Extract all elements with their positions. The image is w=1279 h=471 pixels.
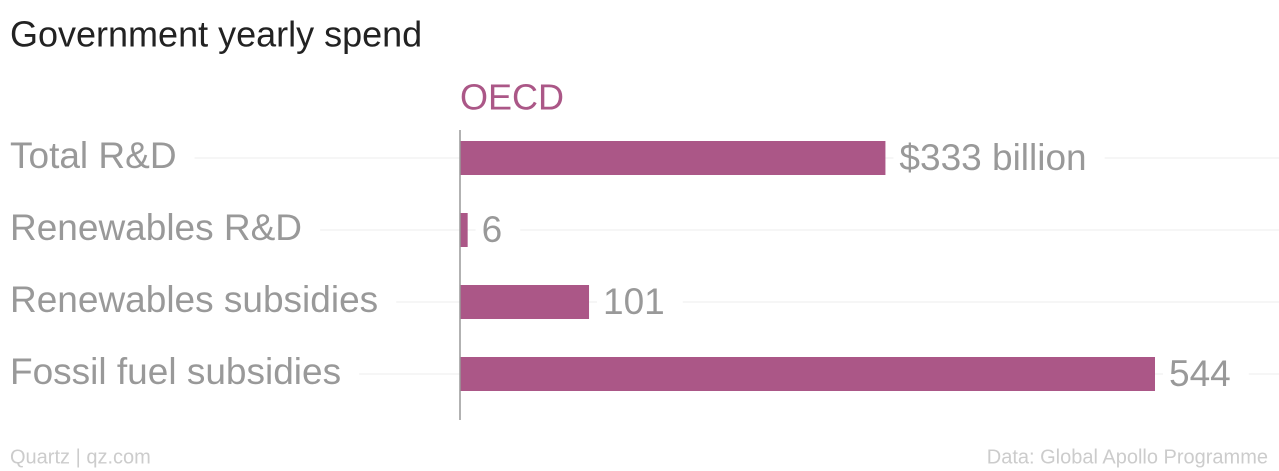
label-background <box>475 210 521 250</box>
footer-data: Data: Global Apollo Programme <box>987 446 1268 468</box>
value-label: 6 <box>482 209 503 250</box>
bar <box>460 213 468 247</box>
y-tick-label: Fossil fuel subsidies <box>10 351 341 392</box>
value-label: 544 <box>1169 353 1231 394</box>
y-tick-label: Total R&D <box>10 135 177 176</box>
series-label: OECD <box>460 77 564 118</box>
value-label: 101 <box>603 281 665 322</box>
label-background <box>597 282 683 322</box>
y-tick-label: Renewables R&D <box>10 207 302 248</box>
label-background <box>1163 354 1249 394</box>
footer-source: Quartz | qz.com <box>10 446 151 468</box>
value-label: $333 billion <box>899 137 1086 178</box>
chart-title: Government yearly spend <box>10 14 422 55</box>
y-tick-label: Renewables subsidies <box>10 279 378 320</box>
bar <box>460 285 590 319</box>
bar <box>460 141 886 175</box>
bar <box>460 357 1155 391</box>
label-background <box>893 138 1105 178</box>
